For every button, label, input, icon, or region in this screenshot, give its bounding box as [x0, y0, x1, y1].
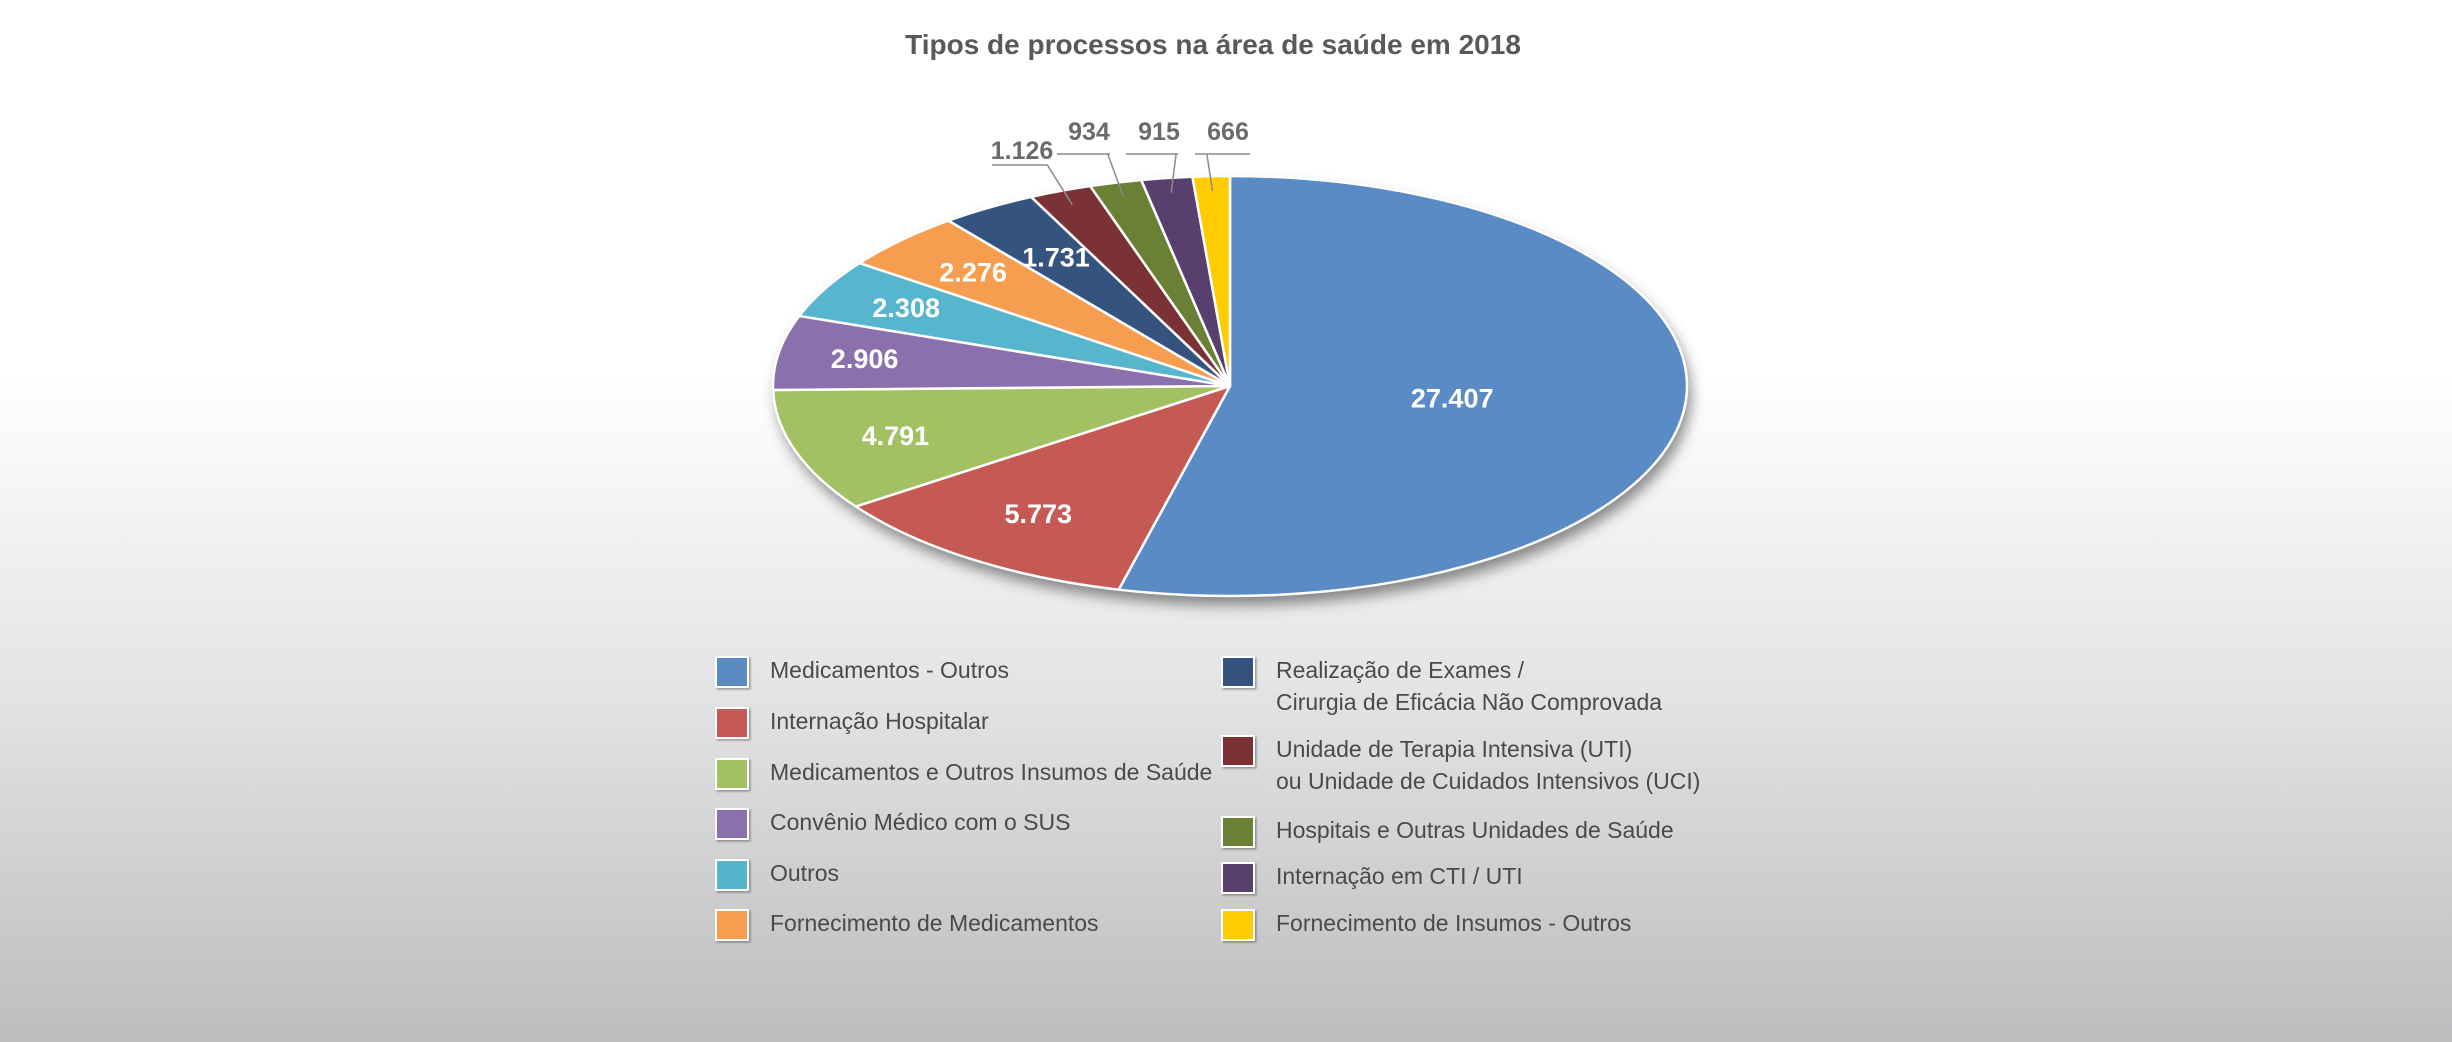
legend: Medicamentos - Outros Internação Hospital… [715, 656, 1700, 941]
value-label: 915 [1138, 118, 1180, 146]
legend-item: Realização de Exames / Cirurgia de Eficác… [1221, 656, 1662, 715]
legend-label: Convênio Médico com o SUS [770, 809, 1070, 835]
value-label: 2.276 [939, 257, 1007, 287]
legend-item: Internação Hospitalar [715, 707, 989, 739]
pie-slice [1191, 174, 1232, 388]
legend-swatch [1221, 735, 1255, 767]
legend-label: Realização de Exames / [1276, 657, 1525, 683]
value-label: 2.308 [872, 293, 940, 323]
legend-swatch [1221, 656, 1255, 688]
legend-label: Internação Hospitalar [770, 708, 989, 734]
legend-label: Medicamentos e Outros Insumos de Saúde [770, 759, 1212, 785]
value-label: 5.773 [1005, 499, 1073, 529]
legend-swatch [715, 656, 749, 688]
legend-item: Unidade de Terapia Intensiva (UTI) ou Uni… [1221, 735, 1700, 794]
legend-swatch [715, 859, 749, 891]
legend-swatch [715, 707, 749, 739]
legend-item: Convênio Médico com o SUS [715, 808, 1070, 840]
value-label: 4.791 [862, 421, 930, 451]
legend-item: Hospitais e Outras Unidades de Saúde [1221, 816, 1674, 848]
pie-slice [1117, 174, 1689, 598]
value-label: 934 [1068, 118, 1110, 146]
pie-slice [854, 384, 1232, 591]
legend-item: Fornecimento de Medicamentos [715, 909, 1099, 941]
chart-title: Tipos de processos na área de saúde em 2… [905, 29, 1521, 60]
legend-label: Fornecimento de Medicamentos [770, 910, 1099, 936]
legend-label: Unidade de Terapia Intensiva (UTI) [1276, 736, 1632, 762]
legend-swatch [1221, 816, 1255, 848]
legend-label: Outros [770, 860, 839, 886]
legend-label: Internação em CTI / UTI [1276, 863, 1523, 889]
legend-label: Cirurgia de Eficácia Não Comprovada [1276, 689, 1662, 715]
legend-swatch [1221, 862, 1255, 894]
legend-item: Fornecimento de Insumos - Outros [1221, 909, 1631, 941]
value-label: 1.126 [991, 137, 1054, 165]
value-label: 27.407 [1411, 384, 1494, 414]
legend-item: Outros [715, 859, 839, 891]
pie-slice [771, 384, 1232, 508]
pie-slices [771, 174, 1689, 598]
legend-item: Medicamentos e Outros Insumos de Saúde [715, 758, 1212, 790]
value-labels: 27.407 5.773 4.791 2.906 2.308 2.276 1.731 1.12… [831, 118, 1494, 529]
legend-swatch [1221, 909, 1255, 941]
value-label: 1.731 [1022, 243, 1090, 273]
legend-swatch [715, 909, 749, 941]
legend-label: Medicamentos - Outros [770, 657, 1009, 683]
leader-lines [992, 153, 1250, 206]
legend-label: Fornecimento de Insumos - Outros [1276, 910, 1631, 936]
legend-label: ou Unidade de Cuidados Intensivos (UCI) [1276, 768, 1700, 794]
value-label: 666 [1207, 118, 1249, 146]
legend-item: Internação em CTI / UTI [1221, 862, 1523, 894]
legend-item: Medicamentos - Outros [715, 656, 1009, 688]
legend-swatch [715, 758, 749, 790]
pie-slice [771, 314, 1232, 392]
value-label: 2.906 [831, 344, 899, 374]
legend-swatch [715, 808, 749, 840]
legend-label: Hospitais e Outras Unidades de Saúde [1276, 817, 1674, 843]
